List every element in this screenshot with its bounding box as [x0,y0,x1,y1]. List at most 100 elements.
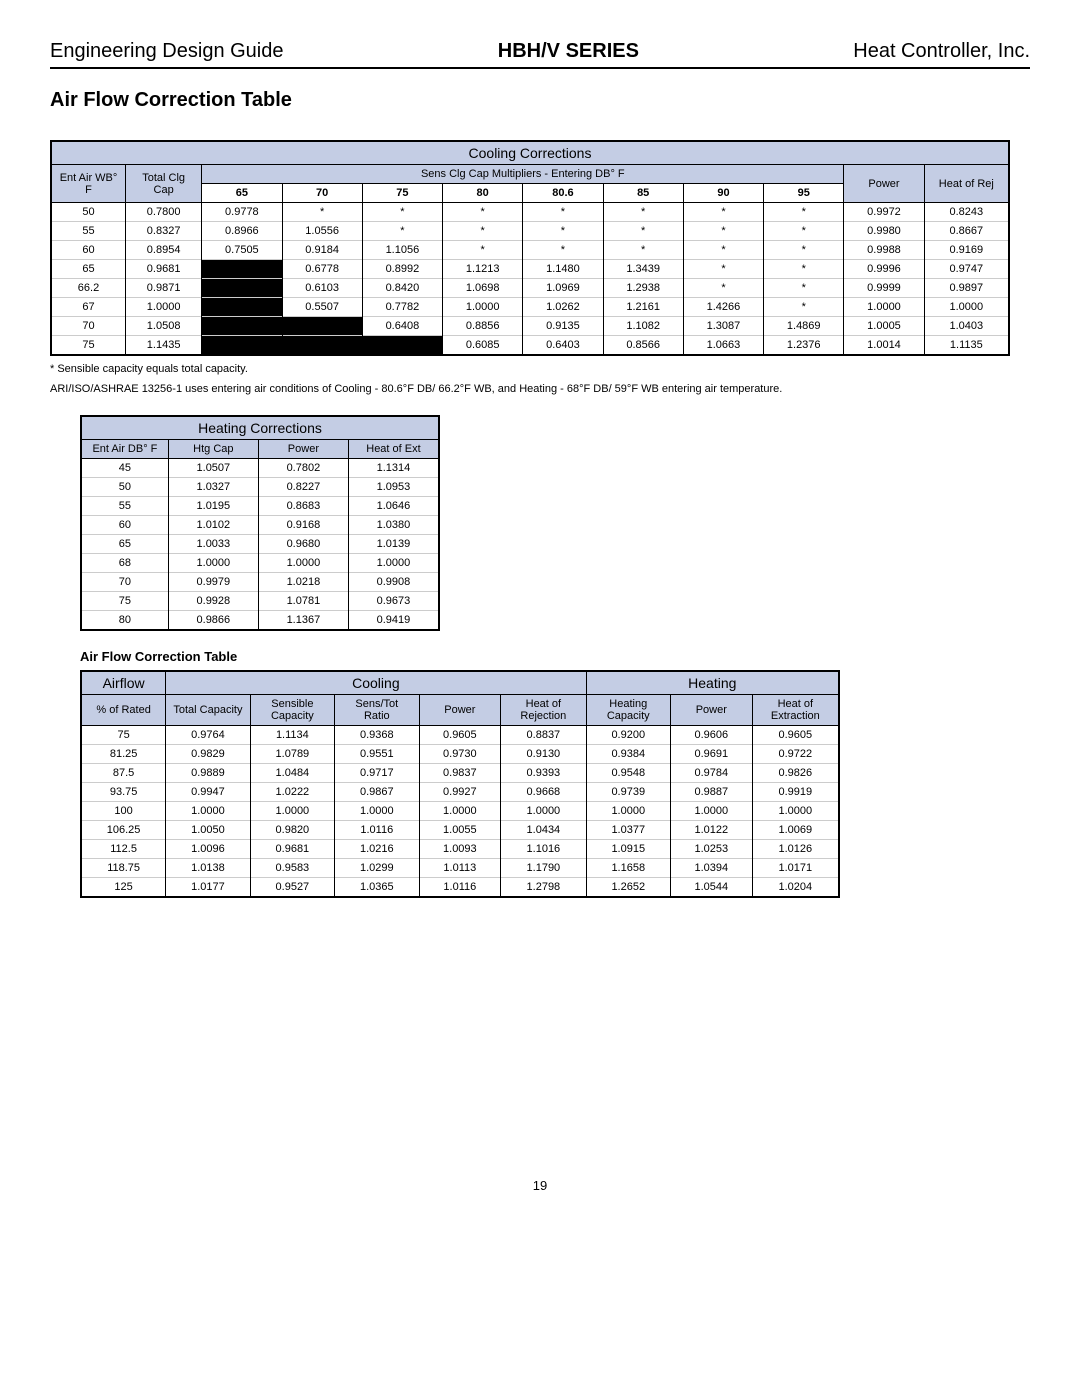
table-cell: 0.9548 [586,763,670,782]
table-cell: * [683,260,763,279]
table-cell: 1.1314 [348,458,439,477]
table-cell: 1.0365 [335,877,419,897]
table-cell: 1.0000 [258,553,348,572]
table-cell: 1.0000 [250,801,334,820]
col-power: Power [844,165,924,203]
table-cell: 0.8566 [603,336,683,356]
table-cell: 0.9826 [752,763,839,782]
table-cell: 0.5507 [282,298,362,317]
table-cell: * [362,203,442,222]
table-cell: 1.1134 [250,725,334,744]
footnote-1: * Sensible capacity equals total capacit… [50,362,1030,376]
table-cell: 68 [81,553,168,572]
table-cell: 0.9680 [258,534,348,553]
table-cell: 0.6408 [362,317,442,336]
table-cell: 0.9135 [523,317,603,336]
col-sens: Sens Clg Cap Multipliers - Entering DB° … [202,165,844,184]
cooling-db-col: 70 [282,184,362,203]
table-cell: 0.9947 [166,782,250,801]
table-cell: 125 [81,877,166,897]
table-cell: 1.1056 [362,241,442,260]
table-cell: 0.8243 [924,203,1009,222]
table-cell: 1.4266 [683,298,763,317]
table-cell: * [443,203,523,222]
header-right: Heat Controller, Inc. [853,40,1030,63]
table-cell: 1.0781 [258,591,348,610]
table-cell: 1.1658 [586,858,670,877]
cooling-db-col: 65 [202,184,282,203]
table-cell: 0.9996 [844,260,924,279]
table-cell: 0.9169 [924,241,1009,260]
table-cell: 0.9979 [168,572,258,591]
table-cell: 80 [81,610,168,630]
table-cell: 1.0096 [166,839,250,858]
airflow-table: Airflow Cooling Heating % of RatedTotal … [80,670,840,898]
table-cell: 1.0327 [168,477,258,496]
table-cell: 1.0434 [501,820,586,839]
table-cell: 75 [81,725,166,744]
airflow-subtitle: Air Flow Correction Table [80,649,1030,664]
table-cell: 1.0000 [670,801,752,820]
table-cell: 1.0000 [752,801,839,820]
table-cell: 65 [81,534,168,553]
table-cell: * [523,203,603,222]
table-cell: 1.0113 [419,858,501,877]
af-hdr-cooling: Cooling [166,671,586,695]
table-cell: 0.9673 [348,591,439,610]
table-cell: 1.0000 [126,298,202,317]
table-cell: 1.1367 [258,610,348,630]
col-hor: Heat of Rej [924,165,1009,203]
table-cell: * [764,203,844,222]
table-cell: 1.0789 [250,744,334,763]
table-cell: * [683,279,763,298]
table-cell: 1.0116 [335,820,419,839]
table-cell: 1.0000 [501,801,586,820]
airflow-col: Heat of Extraction [752,694,839,725]
table-cell: 0.8420 [362,279,442,298]
table-cell: 55 [51,222,126,241]
table-cell: 0.8954 [126,241,202,260]
table-cell: 0.9927 [419,782,501,801]
table-cell: 87.5 [81,763,166,782]
table-cell: 0.7802 [258,458,348,477]
table-cell [362,336,442,356]
table-cell: 0.9200 [586,725,670,744]
table-cell: 1.0394 [670,858,752,877]
table-cell: 1.0299 [335,858,419,877]
table-cell: 0.9928 [168,591,258,610]
table-cell: 0.9606 [670,725,752,744]
table-cell: 0.8856 [443,317,523,336]
table-cell: 0.7505 [202,241,282,260]
table-cell: 50 [51,203,126,222]
footnote-2: ARI/ISO/ASHRAE 13256-1 uses entering air… [50,382,1030,396]
table-cell: 1.0093 [419,839,501,858]
table-cell: 0.9681 [126,260,202,279]
table-cell: 1.3087 [683,317,763,336]
table-cell: 0.9820 [250,820,334,839]
table-cell: 0.9908 [348,572,439,591]
table-cell: 0.9837 [419,763,501,782]
table-cell: 1.0000 [844,298,924,317]
page-number: 19 [50,1178,1030,1193]
table-cell: 0.9168 [258,515,348,534]
table-cell: 100 [81,801,166,820]
table-cell: 1.0544 [670,877,752,897]
table-cell: 0.8667 [924,222,1009,241]
table-cell: 0.9384 [586,744,670,763]
table-cell: * [764,241,844,260]
table-cell: 60 [51,241,126,260]
section-title: Air Flow Correction Table [50,89,1030,112]
table-cell: 1.1435 [126,336,202,356]
table-cell: 1.1135 [924,336,1009,356]
cooling-table: Cooling Corrections Ent Air WB° F Total … [50,140,1010,356]
table-cell: 0.9668 [501,782,586,801]
table-cell: 1.0663 [683,336,763,356]
table-cell: * [603,203,683,222]
table-cell: 75 [51,336,126,356]
table-cell: * [523,241,603,260]
table-cell: 0.9889 [166,763,250,782]
airflow-col: Power [419,694,501,725]
cooling-db-col: 85 [603,184,683,203]
table-cell: 70 [81,572,168,591]
table-cell: 1.2798 [501,877,586,897]
